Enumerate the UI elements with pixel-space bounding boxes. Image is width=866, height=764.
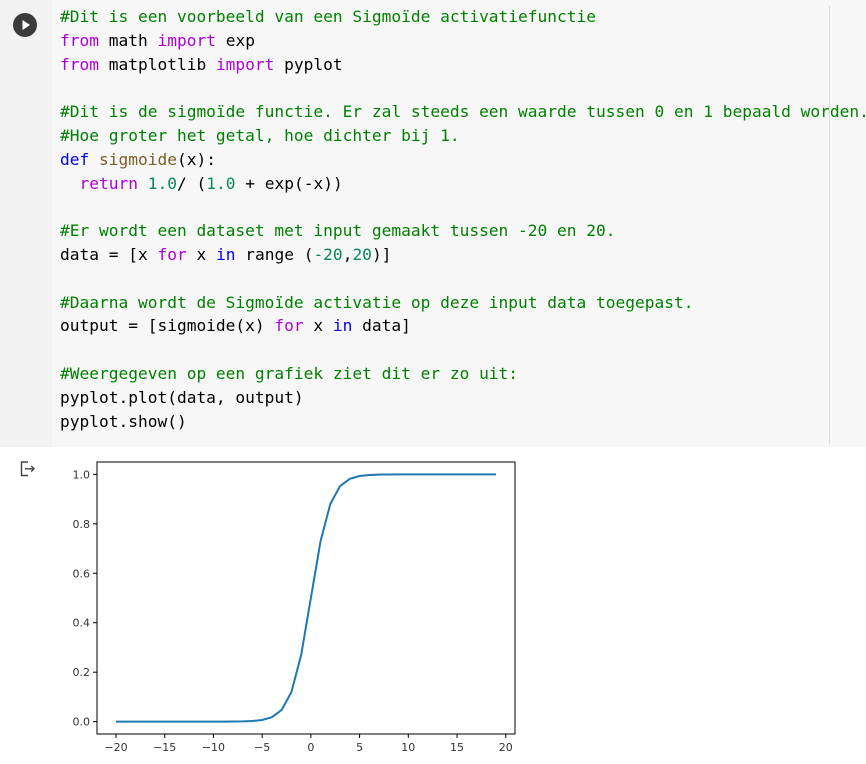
code-token: pyplot.show() <box>60 411 187 431</box>
code-token: math <box>98 30 158 50</box>
code-line: #Daarna wordt de Sigmoïde activatie op d… <box>60 291 866 315</box>
code-line: from matplotlib import pyplot <box>60 53 866 77</box>
code-line <box>60 76 866 100</box>
code-token: (x): <box>176 149 216 169</box>
x-tick-label: 10 <box>401 741 415 754</box>
code-line: output = [sigmoide(x) for x in data] <box>60 314 866 338</box>
code-token: output = [sigmoide(x) <box>60 316 275 336</box>
code-line: return 1.0/ (1.0 + exp(-x)) <box>60 172 866 196</box>
code-token: exp <box>215 30 255 50</box>
sigmoid-line-chart: −20 −15 −10 −5 0 5 10 15 20 0.0 0.2 0.4 0.6 0.8 1.0 <box>73 461 516 754</box>
x-tick-label: 5 <box>356 741 363 754</box>
x-tick-label: 20 <box>499 741 513 754</box>
code-token: #Daarna wordt de Sigmoïde activatie op d… <box>60 292 694 312</box>
code-token: range ( <box>235 244 314 264</box>
code-token: return <box>79 173 138 193</box>
y-axis: 0.0 0.2 0.4 0.6 0.8 1.0 <box>73 468 97 729</box>
code-token: in <box>215 244 236 264</box>
code-token: #Dit is een voorbeeld van een Sigmoïde a… <box>60 7 597 26</box>
code-token: #Hoe groter het getal, hoe dichter bij 1… <box>60 125 460 145</box>
code-token: pyplot.plot(data, output) <box>60 387 304 407</box>
code-line: #Dit is de sigmoïde functie. Er zal stee… <box>60 100 866 124</box>
y-tick-label: 0.4 <box>73 617 91 630</box>
code-token: def <box>60 149 90 169</box>
code-token <box>89 150 99 169</box>
x-tick-label: −10 <box>202 741 225 754</box>
code-token: 1.0 <box>206 173 236 193</box>
code-token: #Er wordt een dataset met input gemaakt … <box>60 221 616 241</box>
code-line <box>60 195 866 219</box>
code-cell[interactable]: #Dit is een voorbeeld van een Sigmoïde a… <box>0 0 866 447</box>
code-token: pyplot <box>274 54 343 74</box>
code-line: pyplot.plot(data, output) <box>60 386 866 410</box>
code-line: #Weergegeven op een grafiek ziet dit er … <box>60 362 866 386</box>
code-token: in <box>332 316 353 336</box>
code-line: from math import exp <box>60 29 866 53</box>
y-tick-label: 0.2 <box>73 666 91 679</box>
code-line: def sigmoide(x): <box>60 148 866 172</box>
editor-ruler <box>829 6 830 444</box>
code-token: #Dit is de sigmoïde functie. Er zal stee… <box>60 102 866 122</box>
y-tick-label: 0.6 <box>73 567 91 580</box>
x-tick-label: 15 <box>450 741 464 754</box>
x-axis: −20 −15 −10 −5 0 5 10 15 20 <box>104 734 513 754</box>
code-token: 1.0 <box>147 173 177 193</box>
code-token: , <box>342 244 353 264</box>
x-tick-label: 0 <box>307 741 314 754</box>
code-line <box>60 338 866 362</box>
code-token: x <box>186 244 216 264</box>
code-editor[interactable]: #Dit is een voorbeeld van een Sigmoïde a… <box>60 5 866 433</box>
cell-gutter <box>0 0 52 447</box>
code-line: pyplot.show() <box>60 410 866 434</box>
code-token: -20 <box>313 244 343 264</box>
code-line: #Hoe groter het getal, hoe dichter bij 1… <box>60 124 866 148</box>
run-cell-button[interactable] <box>13 13 37 37</box>
code-line: data = [x for x in range (-20,20)] <box>60 243 866 267</box>
code-token: import <box>215 54 275 74</box>
x-tick-label: −15 <box>153 741 176 754</box>
x-tick-label: −5 <box>254 741 270 754</box>
code-token: )] <box>371 244 392 264</box>
code-line <box>60 267 866 291</box>
code-token: / ( <box>176 173 207 193</box>
output-arrow-icon[interactable] <box>19 460 37 478</box>
plot-area <box>96 461 516 735</box>
y-tick-label: 0.8 <box>73 518 91 531</box>
code-token <box>138 174 148 193</box>
play-icon <box>22 20 30 30</box>
code-token <box>60 174 80 193</box>
code-token: #Weergegeven op een grafiek ziet dit er … <box>60 363 519 383</box>
y-tick-label: 0.0 <box>73 716 91 729</box>
code-token: from <box>60 30 99 50</box>
code-token: + exp(-x)) <box>235 173 343 193</box>
code-token: 20 <box>352 244 372 264</box>
code-token: data = [x <box>60 244 158 264</box>
code-token: x <box>303 316 333 336</box>
code-token: matplotlib <box>98 54 216 74</box>
sigmoid-series-line <box>116 473 496 723</box>
code-line: #Dit is een voorbeeld van een Sigmoïde a… <box>60 5 866 29</box>
code-token: for <box>157 244 187 264</box>
x-tick-label: −20 <box>104 741 127 754</box>
code-token: for <box>274 316 304 336</box>
code-token: sigmoide <box>99 149 177 169</box>
code-token: import <box>157 30 216 50</box>
code-token: from <box>60 54 99 74</box>
code-token: data] <box>352 316 411 336</box>
code-line: #Er wordt een dataset met input gemaakt … <box>60 219 866 243</box>
y-tick-label: 1.0 <box>73 468 91 481</box>
